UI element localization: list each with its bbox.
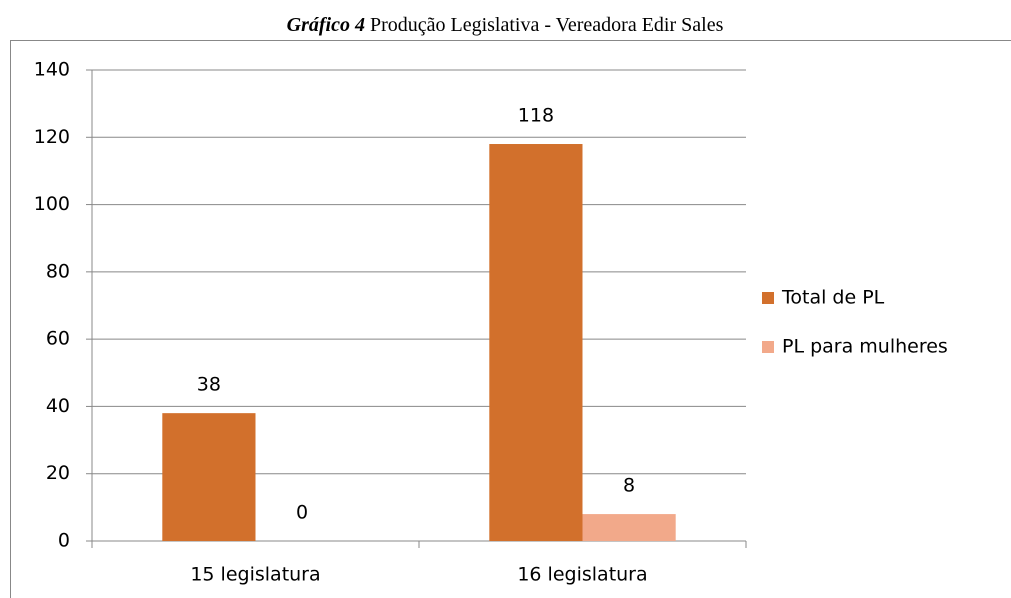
chart-frame: [10, 40, 1011, 598]
y-tick-label: 60: [46, 328, 70, 350]
legend-label: PL para mulheres: [782, 336, 948, 358]
y-tick-label: 80: [46, 260, 70, 282]
legend-swatch: [762, 292, 774, 304]
value-label: 118: [518, 105, 554, 127]
legend-swatch: [762, 341, 774, 353]
y-tick-label: 0: [58, 530, 70, 552]
legend-label: Total de PL: [781, 287, 885, 309]
title-text: Produção Legislativa - Vereadora Edir Sa…: [370, 14, 724, 36]
chart-title: Gráfico 4 Produção Legislativa - Vereador…: [287, 14, 724, 36]
bar: [162, 413, 256, 541]
y-tick-label: 20: [46, 462, 70, 484]
title-label: Gráfico 4: [287, 14, 365, 36]
y-tick-label: 140: [34, 59, 70, 81]
y-tick-label: 100: [34, 193, 70, 215]
y-tick-label: 120: [34, 126, 70, 148]
value-label: 0: [296, 502, 308, 524]
value-label: 38: [197, 374, 221, 396]
bar: [489, 144, 583, 541]
bar: [582, 514, 676, 541]
value-label: 8: [623, 475, 635, 497]
x-tick-label: 15 legislatura: [190, 564, 320, 586]
y-tick-label: 40: [46, 395, 70, 417]
x-tick-label: 16 legislatura: [517, 564, 647, 586]
